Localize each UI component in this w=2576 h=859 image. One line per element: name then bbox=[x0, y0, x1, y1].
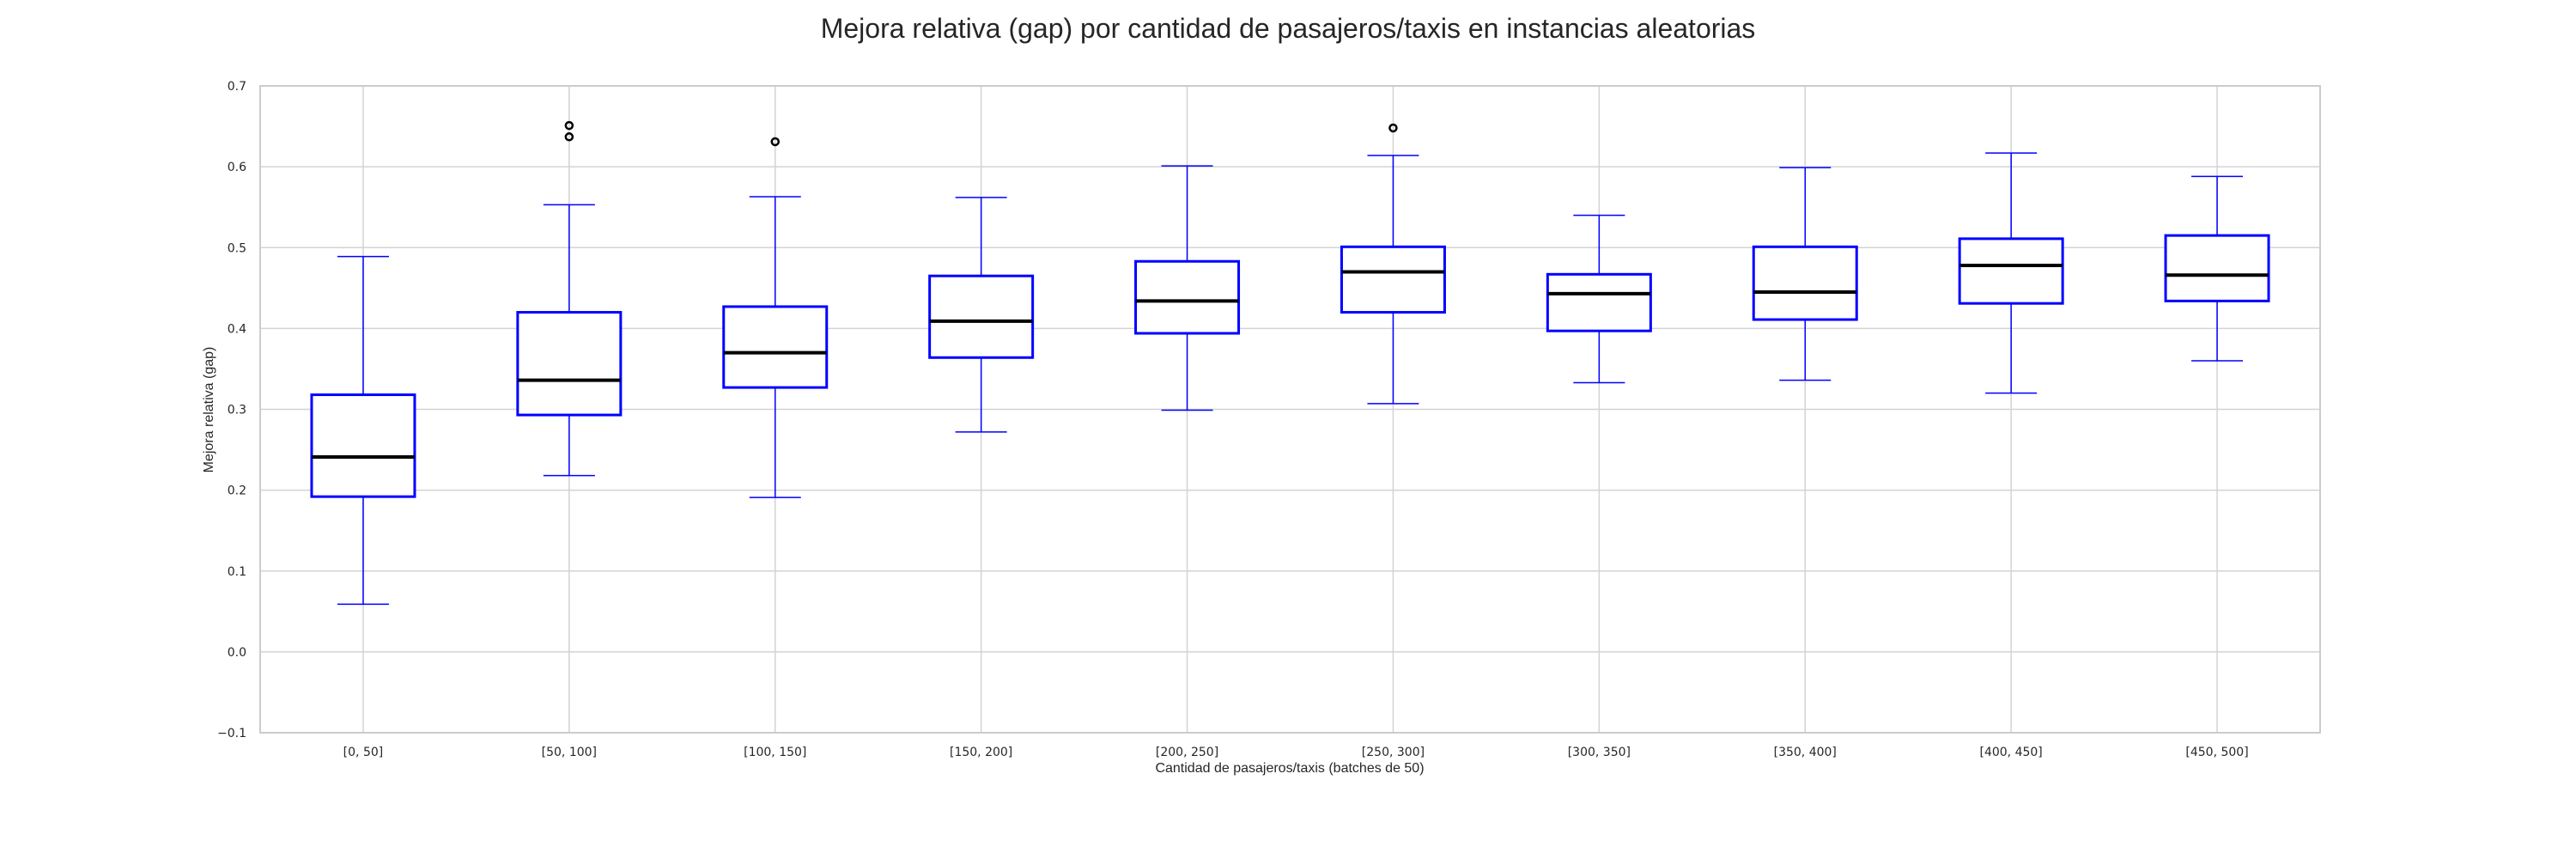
box-body bbox=[310, 393, 416, 498]
outlier-point bbox=[770, 137, 780, 147]
box-body bbox=[1134, 259, 1241, 335]
box-5 bbox=[1134, 165, 1241, 411]
box-body bbox=[1546, 272, 1652, 332]
x-tick-label: [150, 200] bbox=[950, 746, 1012, 759]
x-tick-label: [200, 250] bbox=[1156, 746, 1218, 759]
box-3 bbox=[722, 137, 829, 498]
y-tick-label: 0.2 bbox=[228, 484, 246, 498]
box-body bbox=[1340, 245, 1446, 314]
y-tick-label: 0.3 bbox=[228, 404, 246, 417]
box-6 bbox=[1340, 123, 1446, 405]
boxes bbox=[310, 120, 2270, 606]
box-body bbox=[722, 305, 829, 389]
y-tick-label: 0.0 bbox=[228, 646, 246, 660]
box-body bbox=[1958, 237, 2064, 305]
y-axis-label: Mejora relativa (gap) bbox=[202, 347, 216, 473]
x-axis-label: Cantidad de pasajeros/taxis (batches de … bbox=[1155, 761, 1424, 776]
box-8 bbox=[1752, 167, 1858, 381]
box-body bbox=[516, 311, 623, 417]
box-10 bbox=[2164, 175, 2270, 362]
plot-frame bbox=[259, 85, 2321, 734]
y-tick-label: 0.5 bbox=[228, 241, 246, 255]
x-tick-label: [250, 300] bbox=[1362, 746, 1425, 759]
y-tick-label: 0.4 bbox=[228, 322, 246, 336]
box-2 bbox=[516, 120, 623, 477]
chart-title: Mejora relativa (gap) por cantidad de pa… bbox=[821, 13, 1756, 44]
y-axis-ticks: −0.1 0.0 0.1 0.2 0.3 0.4 0.5 0.6 0.7 bbox=[217, 80, 246, 740]
x-tick-label: [300, 350] bbox=[1568, 746, 1631, 759]
y-tick-label: 0.6 bbox=[228, 161, 246, 174]
x-axis-ticks: [0, 50] [50, 100] [100, 150] [150, 200] [200… bbox=[343, 746, 2249, 759]
box-body bbox=[928, 274, 1035, 359]
outlier-point bbox=[564, 120, 574, 131]
x-tick-label: [50, 100] bbox=[542, 746, 597, 759]
y-tick-label: −0.1 bbox=[217, 727, 246, 740]
x-tick-label: [350, 400] bbox=[1774, 746, 1837, 759]
box-7 bbox=[1546, 214, 1652, 384]
x-tick-label: [100, 150] bbox=[744, 746, 806, 759]
y-tick-label: 0.1 bbox=[228, 565, 246, 579]
x-tick-label: [450, 500] bbox=[2185, 746, 2248, 759]
x-tick-label: [400, 450] bbox=[1980, 746, 2043, 759]
box-body bbox=[2164, 234, 2270, 302]
x-tick-label: [0, 50] bbox=[343, 746, 384, 759]
outlier-point bbox=[564, 132, 574, 142]
box-9 bbox=[1958, 152, 2064, 394]
box-1 bbox=[310, 255, 416, 606]
box-body bbox=[1752, 245, 1858, 321]
outlier-point bbox=[1388, 123, 1398, 133]
box-4 bbox=[928, 197, 1035, 433]
y-tick-label: 0.7 bbox=[228, 80, 246, 94]
